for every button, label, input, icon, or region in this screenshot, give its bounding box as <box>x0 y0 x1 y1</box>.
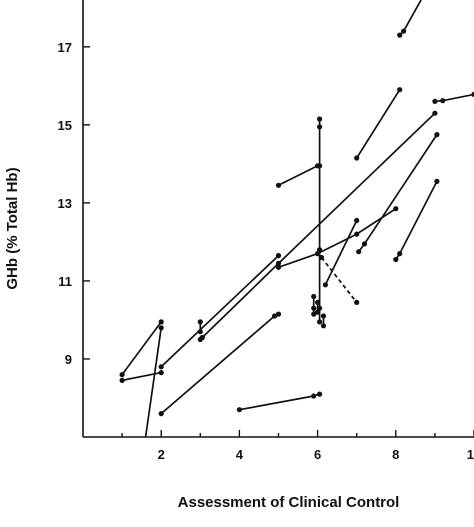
data-point <box>354 155 360 161</box>
series-line <box>239 393 320 411</box>
x-tick-label: 6 <box>314 447 321 462</box>
data-point <box>311 293 317 300</box>
data-point <box>275 260 282 266</box>
data-point <box>158 364 164 370</box>
series-line <box>320 256 358 303</box>
y-tick-label: 11 <box>58 274 72 289</box>
x-tick-label: 8 <box>392 447 399 462</box>
data-point <box>397 32 403 38</box>
data-point <box>434 132 440 138</box>
data-point <box>158 325 164 331</box>
series-line <box>160 313 279 415</box>
series-line <box>144 327 163 437</box>
data-point <box>317 319 323 325</box>
y-axis-title: GHb (% Total Hb) <box>4 167 21 289</box>
data-point <box>354 217 360 224</box>
data-point <box>119 377 125 383</box>
data-point <box>317 163 323 169</box>
data-point <box>393 256 399 263</box>
data-point <box>361 241 368 247</box>
x-tick-label: 4 <box>236 447 244 462</box>
data-point <box>275 311 282 317</box>
data-point <box>311 393 317 399</box>
data-point <box>197 329 203 335</box>
data-point <box>432 110 438 116</box>
data-point <box>471 91 474 97</box>
data-point <box>197 319 203 325</box>
y-tick-label: 9 <box>65 352 72 367</box>
data-point <box>158 319 164 325</box>
data-point <box>275 253 282 259</box>
data-point <box>275 264 282 270</box>
data-point <box>317 391 323 397</box>
series-line <box>160 254 280 368</box>
y-tick-label: 13 <box>58 196 72 211</box>
data-point <box>315 299 321 305</box>
data-point <box>315 251 321 257</box>
data-point <box>317 124 323 130</box>
data-point <box>119 372 125 378</box>
data-point <box>432 98 438 104</box>
data-point <box>275 182 282 188</box>
data-point <box>317 116 323 122</box>
data-point <box>354 299 360 305</box>
data-point <box>320 313 327 319</box>
data-point <box>434 178 440 184</box>
series-line <box>278 165 318 187</box>
y-tick-label: 15 <box>58 118 72 133</box>
data-point <box>311 305 317 311</box>
data-point <box>393 206 399 212</box>
series-line <box>358 134 438 253</box>
data-point <box>199 334 205 341</box>
data-point <box>354 231 360 237</box>
data-point <box>397 251 403 257</box>
data-point <box>397 87 403 93</box>
data-point <box>317 305 323 311</box>
data-point <box>158 411 164 417</box>
data-point <box>318 254 325 261</box>
data-point <box>356 249 362 255</box>
data-series <box>121 0 474 437</box>
series-line <box>278 207 397 269</box>
data-point <box>315 309 321 315</box>
data-point <box>272 313 278 319</box>
data-point <box>158 370 164 376</box>
data-point <box>440 98 446 104</box>
data-points <box>119 28 474 417</box>
series-line <box>121 321 162 376</box>
x-tick-label: 2 <box>158 447 165 462</box>
data-point <box>322 282 328 288</box>
data-point <box>320 323 327 329</box>
data-point <box>311 311 317 317</box>
data-point <box>236 407 242 413</box>
x-axis-title: Assessment of Clinical Control <box>178 494 400 511</box>
series-line <box>324 220 358 286</box>
series-line <box>395 181 438 260</box>
x-tick-label: 10 <box>467 447 474 462</box>
y-tick-label: 17 <box>58 40 72 55</box>
data-point <box>317 247 323 253</box>
data-point <box>401 28 407 34</box>
series-line <box>355 89 401 159</box>
axes: 9 11 13 15 17 2 4 6 8 10 <box>58 0 474 462</box>
